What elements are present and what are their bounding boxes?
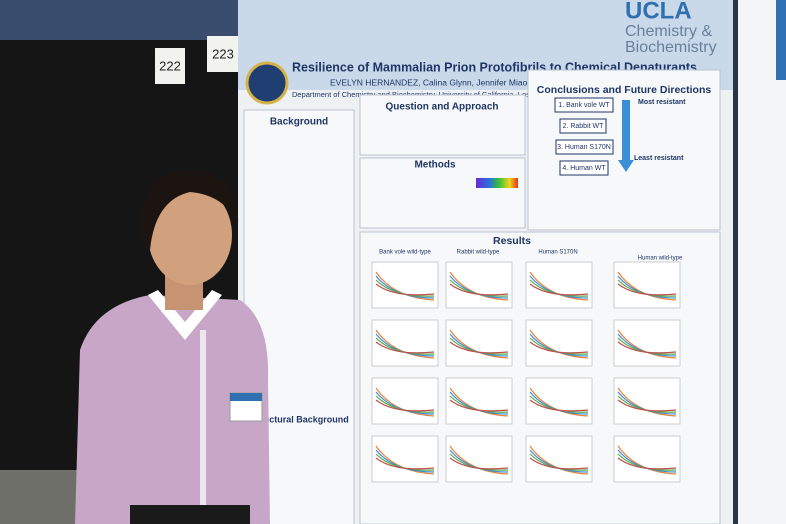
section-heading: Question and Approach — [386, 102, 499, 113]
plot-curve — [529, 341, 589, 354]
neighbor-poster — [738, 0, 786, 524]
poster-affiliation: Department of Chemistry and Biochemistry… — [292, 90, 642, 99]
plot-curve — [529, 399, 589, 412]
arrow — [618, 100, 634, 172]
booth-number: 222 — [159, 58, 181, 73]
plot-curve — [449, 399, 509, 412]
ranking-box — [559, 160, 609, 176]
person-hair — [139, 170, 239, 250]
results-column: Human S170N — [538, 250, 577, 256]
ranking-box — [555, 139, 614, 155]
panel — [359, 157, 526, 229]
plot-curve — [375, 399, 435, 412]
section-heading: Structural Background — [251, 414, 349, 424]
results-column: Bank vole wild-type — [379, 250, 431, 256]
ranking-item: 4. Human WT — [562, 165, 606, 172]
poster-authors: EVELYN HERNANDEZ, Calina Glynn, Jennifer… — [330, 77, 618, 87]
plot-curve — [529, 283, 589, 296]
ranking-box — [559, 118, 607, 134]
logo-name: UCLA — [625, 0, 692, 24]
section-heading: Methods — [414, 160, 456, 171]
plot-curve — [375, 457, 435, 470]
ranking-label: Most resistant — [638, 99, 686, 106]
plot-curve — [375, 341, 435, 354]
booth-number: 223 — [212, 46, 234, 61]
section-heading: Results — [493, 235, 531, 247]
person-skirt — [130, 505, 250, 524]
section-heading: Background — [270, 117, 328, 128]
plot-curve — [449, 341, 509, 354]
plot-curve — [449, 457, 509, 470]
person-face — [148, 185, 232, 285]
ranking-item: 3. Human S170N — [557, 144, 611, 151]
results-column: Human wild-type — [638, 256, 683, 262]
plot-curve — [617, 399, 677, 412]
booth-card — [207, 36, 239, 72]
plot-curve — [375, 283, 435, 296]
plot-curve — [617, 341, 677, 354]
plot-curve — [529, 457, 589, 470]
result-plots — [371, 261, 681, 483]
logo-department: Biochemistry — [625, 39, 717, 56]
logo-department: Chemistry & — [625, 23, 712, 40]
neighbor-poster-header — [776, 0, 786, 80]
plot-curve — [617, 457, 677, 470]
ranking-item: 1. Bank vole WT — [558, 102, 610, 109]
spectrum-figure — [476, 178, 518, 188]
plot-curve — [449, 283, 509, 296]
plot-curve — [617, 283, 677, 296]
person-shirt — [75, 295, 270, 524]
panel — [359, 94, 526, 156]
section-heading: Conclusions and Future Directions — [537, 84, 712, 96]
ranking-label: Least resistant — [634, 155, 684, 162]
booth-card — [155, 48, 185, 84]
ranking-box — [554, 97, 614, 113]
ranking-item: 2. Rabbit WT — [563, 123, 605, 130]
university-seal — [245, 61, 289, 105]
shirt-placket — [200, 330, 206, 524]
name-badge-header — [230, 393, 262, 401]
results-column: Rabbit wild-type — [457, 250, 500, 256]
